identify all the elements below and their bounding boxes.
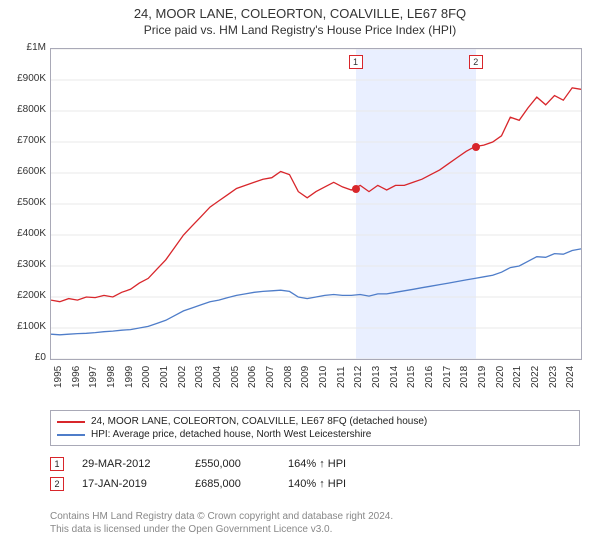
y-axis-tick: £800K — [6, 104, 46, 115]
x-axis-tick: 2010 — [318, 378, 329, 388]
x-axis-tick: 2008 — [283, 378, 294, 388]
y-axis-tick: £600K — [6, 166, 46, 177]
footer-attribution: Contains HM Land Registry data © Crown c… — [50, 510, 393, 536]
x-axis-tick: 1999 — [124, 378, 135, 388]
y-axis-tick: £700K — [6, 135, 46, 146]
x-axis-tick: 2001 — [159, 378, 170, 388]
transaction-row: 1 29-MAR-2012 £550,000 164% ↑ HPI — [50, 454, 580, 474]
x-axis-tick: 2017 — [442, 378, 453, 388]
transaction-price: £550,000 — [195, 458, 270, 470]
transaction-date: 29-MAR-2012 — [82, 458, 177, 470]
x-axis-tick: 2014 — [389, 378, 400, 388]
transaction-row: 2 17-JAN-2019 £685,000 140% ↑ HPI — [50, 474, 580, 494]
x-axis-tick: 1998 — [106, 378, 117, 388]
x-axis-tick: 2024 — [565, 378, 576, 388]
sale-marker-dot — [352, 185, 360, 193]
x-axis-tick: 2018 — [459, 378, 470, 388]
y-axis-tick: £400K — [6, 228, 46, 239]
x-axis-tick: 2000 — [141, 378, 152, 388]
chart-plot-area: 12 — [50, 48, 582, 360]
x-axis-tick: 2006 — [247, 378, 258, 388]
y-axis-tick: £500K — [6, 197, 46, 208]
y-axis-tick: £900K — [6, 73, 46, 84]
sale-marker-flag: 2 — [469, 55, 483, 69]
transactions-table: 1 29-MAR-2012 £550,000 164% ↑ HPI 2 17-JAN-20… — [50, 454, 580, 494]
x-axis-tick: 2023 — [548, 378, 559, 388]
legend-box: 24, MOOR LANE, COLEORTON, COALVILLE, LE6… — [50, 410, 580, 446]
x-axis-tick: 2020 — [495, 378, 506, 388]
x-axis-tick: 2019 — [477, 378, 488, 388]
x-axis-tick: 2013 — [371, 378, 382, 388]
x-axis-tick: 2002 — [177, 378, 188, 388]
x-axis-tick: 2015 — [406, 378, 417, 388]
x-axis-tick: 2021 — [512, 378, 523, 388]
y-axis-tick: £0 — [6, 352, 46, 363]
x-axis-tick: 2005 — [230, 378, 241, 388]
x-axis-tick: 1995 — [53, 378, 64, 388]
series-line-hpi — [51, 249, 581, 335]
legend-swatch — [57, 434, 85, 436]
x-axis-tick: 2011 — [336, 378, 347, 388]
legend-swatch — [57, 421, 85, 423]
x-axis-tick: 2009 — [300, 378, 311, 388]
chart-subtitle: Price paid vs. HM Land Registry's House … — [0, 21, 600, 37]
transaction-index-box: 1 — [50, 457, 64, 471]
x-axis-tick: 1996 — [71, 378, 82, 388]
sale-marker-flag: 1 — [349, 55, 363, 69]
legend-item: HPI: Average price, detached house, Nort… — [57, 428, 573, 441]
y-axis-tick: £300K — [6, 259, 46, 270]
x-axis-tick: 2003 — [194, 378, 205, 388]
x-axis-tick: 2004 — [212, 378, 223, 388]
transaction-index-box: 2 — [50, 477, 64, 491]
y-axis-tick: £200K — [6, 290, 46, 301]
x-axis-tick: 1997 — [88, 378, 99, 388]
transaction-date: 17-JAN-2019 — [82, 478, 177, 490]
x-axis-tick: 2022 — [530, 378, 541, 388]
x-axis-tick: 2016 — [424, 378, 435, 388]
y-axis-tick: £1M — [6, 42, 46, 53]
y-axis-tick: £100K — [6, 321, 46, 332]
transaction-pct-vs-hpi: 140% ↑ HPI — [288, 478, 388, 490]
legend-item: 24, MOOR LANE, COLEORTON, COALVILLE, LE6… — [57, 415, 573, 428]
legend-label: 24, MOOR LANE, COLEORTON, COALVILLE, LE6… — [91, 416, 427, 427]
transaction-price: £685,000 — [195, 478, 270, 490]
transaction-pct-vs-hpi: 164% ↑ HPI — [288, 458, 388, 470]
footer-line-2: This data is licensed under the Open Gov… — [50, 523, 393, 536]
chart-title: 24, MOOR LANE, COLEORTON, COALVILLE, LE6… — [0, 0, 600, 21]
series-line-property — [51, 88, 581, 302]
sale-marker-dot — [472, 143, 480, 151]
x-axis-tick: 2012 — [353, 378, 364, 388]
legend-label: HPI: Average price, detached house, Nort… — [91, 429, 371, 440]
chart-svg — [51, 49, 581, 359]
footer-line-1: Contains HM Land Registry data © Crown c… — [50, 510, 393, 523]
x-axis-tick: 2007 — [265, 378, 276, 388]
